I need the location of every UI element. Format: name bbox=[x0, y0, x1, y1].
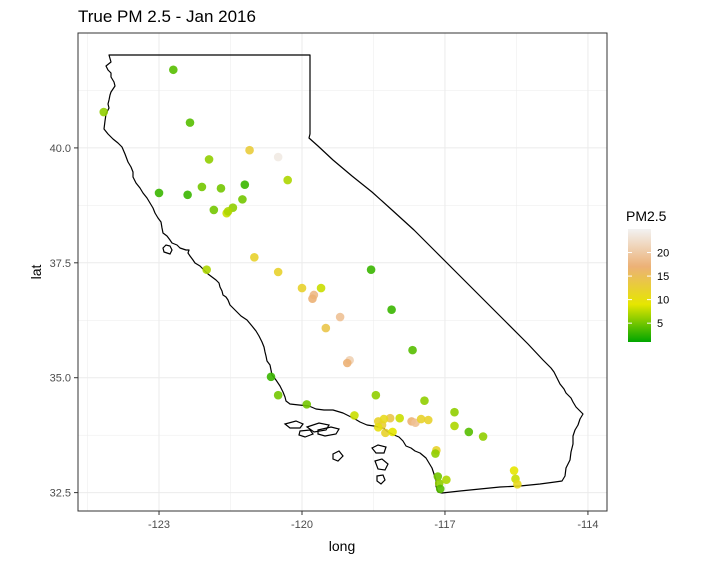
pm25-point bbox=[240, 180, 250, 189]
pm25-point bbox=[395, 413, 404, 423]
chart-title: True PM 2.5 - Jan 2016 bbox=[78, 7, 256, 26]
bay-inlet-outline bbox=[162, 244, 173, 255]
pm25-point bbox=[478, 432, 488, 441]
plot-panel bbox=[77, 32, 608, 512]
pm25-point bbox=[423, 415, 433, 425]
x-tick-label: -120 bbox=[291, 519, 313, 531]
island-outline bbox=[332, 450, 344, 462]
legend-tick-label: 5 bbox=[657, 318, 663, 330]
pm25-point bbox=[509, 466, 519, 475]
pm25-point bbox=[154, 188, 164, 198]
pm25-point bbox=[450, 407, 459, 417]
pm25-point bbox=[442, 475, 451, 485]
legend-title: PM2.5 bbox=[626, 208, 667, 224]
pm25-point bbox=[371, 390, 381, 400]
pm25-point bbox=[302, 400, 312, 409]
pm25-point bbox=[223, 207, 233, 216]
x-axis: -123 -120 -117 -114 bbox=[148, 511, 599, 531]
y-tick-label: 40.0 bbox=[50, 143, 71, 155]
x-tick-label: -117 bbox=[434, 519, 455, 531]
pm25-point bbox=[250, 252, 259, 262]
pm25-point bbox=[381, 428, 390, 438]
legend-tick-label: 10 bbox=[657, 295, 669, 307]
x-tick-label: -114 bbox=[577, 519, 598, 531]
y-tick-label: 35.0 bbox=[50, 373, 71, 385]
pm25-point bbox=[202, 265, 211, 275]
pm25-point bbox=[366, 265, 376, 275]
pm25-point bbox=[183, 190, 192, 200]
pm25-point bbox=[431, 449, 440, 458]
y-tick-label: 37.5 bbox=[50, 258, 71, 270]
legend: PM2.5 5 10 15 20 bbox=[626, 208, 669, 342]
pm25-point bbox=[216, 184, 226, 193]
pm25-point bbox=[238, 195, 247, 204]
pm25-point bbox=[99, 107, 109, 117]
island-outline bbox=[283, 420, 304, 429]
pm25-point bbox=[379, 414, 389, 424]
pm25-point bbox=[245, 145, 254, 155]
pm25-point bbox=[350, 411, 359, 420]
pm25-point bbox=[185, 118, 195, 127]
pm25-point bbox=[273, 152, 283, 162]
island-outline bbox=[298, 429, 314, 438]
y-axis-title: lat bbox=[28, 265, 44, 280]
pm25-point bbox=[316, 283, 326, 293]
island-outline bbox=[317, 426, 340, 437]
pm25-point bbox=[420, 396, 429, 405]
pm25-point bbox=[273, 267, 283, 277]
island-outline bbox=[376, 474, 386, 485]
pm25-point bbox=[387, 305, 396, 314]
pm25-point bbox=[283, 175, 292, 185]
data-points bbox=[99, 65, 522, 494]
pm25-point bbox=[416, 414, 426, 424]
pm25-point bbox=[373, 423, 383, 432]
x-axis-title: long bbox=[329, 538, 355, 554]
pm25-point bbox=[450, 421, 459, 431]
pm25-point bbox=[204, 155, 214, 164]
y-tick-label: 32.5 bbox=[50, 488, 71, 500]
pm25-point bbox=[266, 372, 276, 382]
pm25-point bbox=[388, 427, 397, 437]
pm25-point bbox=[169, 65, 178, 75]
legend-tick-label: 20 bbox=[657, 248, 669, 260]
plot-background bbox=[78, 33, 607, 511]
pm25-point bbox=[513, 480, 522, 489]
pm25-point bbox=[273, 390, 283, 400]
y-axis: 32.5 35.0 37.5 40.0 bbox=[50, 143, 78, 500]
x-tick-label: -123 bbox=[148, 519, 170, 531]
california-outline bbox=[103, 54, 584, 494]
pm25-point bbox=[308, 294, 317, 303]
pm25-point bbox=[335, 312, 345, 322]
pm25-point bbox=[464, 427, 474, 437]
island-outline bbox=[371, 444, 387, 454]
pm25-point bbox=[321, 323, 331, 333]
pm25-point bbox=[297, 283, 307, 293]
legend-tick-label: 15 bbox=[657, 271, 669, 283]
pm25-point bbox=[342, 358, 352, 368]
pm25-point bbox=[209, 205, 219, 215]
legend-ticks: 5 10 15 20 bbox=[628, 248, 669, 330]
pm25-point bbox=[435, 484, 445, 494]
pm25-point bbox=[433, 472, 443, 481]
island-outline bbox=[374, 458, 389, 471]
legend-colorbar bbox=[628, 229, 651, 342]
pm25-point bbox=[197, 182, 207, 192]
panel-border bbox=[77, 32, 608, 512]
pm25-point bbox=[408, 345, 417, 355]
